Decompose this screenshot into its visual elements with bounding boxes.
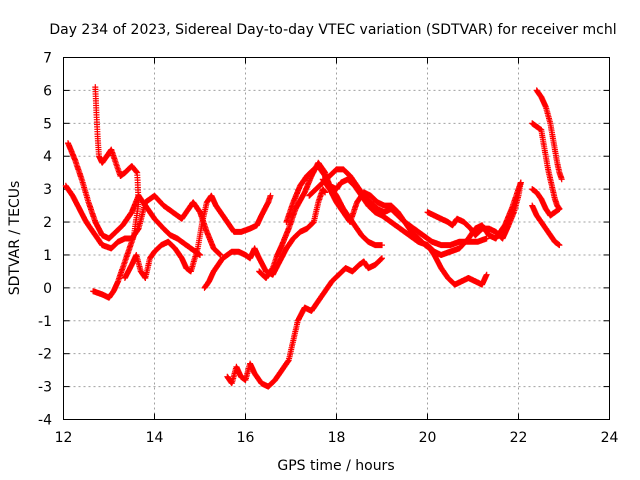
plot-frame (63, 57, 610, 420)
x-axis-title: GPS time / hours (277, 458, 394, 474)
series-track-14 (529, 186, 563, 219)
data-series (62, 84, 565, 390)
series-markers (533, 87, 565, 183)
series-markers (121, 192, 274, 281)
y-tick-label: -4 (38, 413, 52, 429)
series-track-12 (533, 87, 565, 183)
y-tick-label: 6 (43, 83, 52, 99)
x-tick-label: 18 (328, 430, 346, 446)
x-tick-label: 14 (146, 430, 164, 446)
series-track-7 (283, 163, 524, 258)
y-tick-label: 4 (43, 149, 52, 165)
grid-lines (63, 57, 610, 420)
series-markers (306, 166, 490, 249)
series-track-10 (424, 179, 524, 242)
series-markers (424, 179, 524, 242)
series-track-15 (529, 202, 563, 249)
series-markers (529, 120, 563, 212)
y-tick-labels: -4 -3 -2 -1 0 1 2 3 4 5 6 7 (38, 51, 52, 429)
series-track-11 (224, 255, 385, 390)
series-track-4 (121, 192, 274, 281)
y-tick-label: -3 (38, 380, 52, 396)
series-markers (224, 255, 385, 390)
x-tick-label: 24 (601, 430, 619, 446)
series-markers (529, 202, 563, 249)
series-track-5 (201, 186, 329, 291)
x-tick-label: 20 (419, 430, 437, 446)
series-markers (529, 186, 563, 219)
series-markers (90, 84, 142, 301)
y-tick-label: 1 (43, 248, 52, 264)
series-markers (283, 163, 524, 258)
y-tick-label: 2 (43, 215, 52, 231)
y-tick-label: 0 (43, 281, 52, 297)
chart-title: Day 234 of 2023, Sidereal Day-to-day VTE… (49, 22, 616, 38)
y-tick-label: -1 (38, 314, 52, 330)
y-tick-label: 7 (43, 51, 52, 67)
series-track-3 (90, 84, 142, 301)
x-tick-label: 16 (237, 430, 255, 446)
series-track-8 (306, 166, 490, 249)
x-tick-labels: 12 14 16 18 20 22 24 (55, 430, 619, 446)
y-tick-label: -2 (38, 347, 52, 363)
y-axis-title: SDTVAR / TECUs (7, 181, 23, 296)
series-markers (319, 176, 490, 288)
x-tick-label: 22 (510, 430, 528, 446)
y-tick-label: 5 (43, 116, 52, 132)
series-markers (201, 186, 329, 291)
series-track-9 (319, 176, 490, 288)
y-tick-label: 3 (43, 182, 52, 198)
x-tick-label: 12 (55, 430, 73, 446)
series-track-13 (529, 120, 563, 212)
